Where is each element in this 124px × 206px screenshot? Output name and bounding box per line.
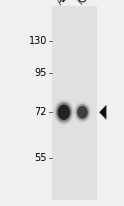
Ellipse shape [56,102,72,122]
Text: K562: K562 [77,0,97,6]
Ellipse shape [77,106,88,119]
Polygon shape [99,105,106,120]
Text: 130: 130 [29,36,47,46]
Text: 95: 95 [35,68,47,78]
Text: 72: 72 [35,107,47,117]
Ellipse shape [58,105,70,120]
Ellipse shape [76,104,89,121]
Ellipse shape [74,102,91,123]
Text: A2058: A2058 [56,0,79,6]
Bar [52,6,97,200]
Text: 55: 55 [35,153,47,163]
Ellipse shape [54,100,74,125]
